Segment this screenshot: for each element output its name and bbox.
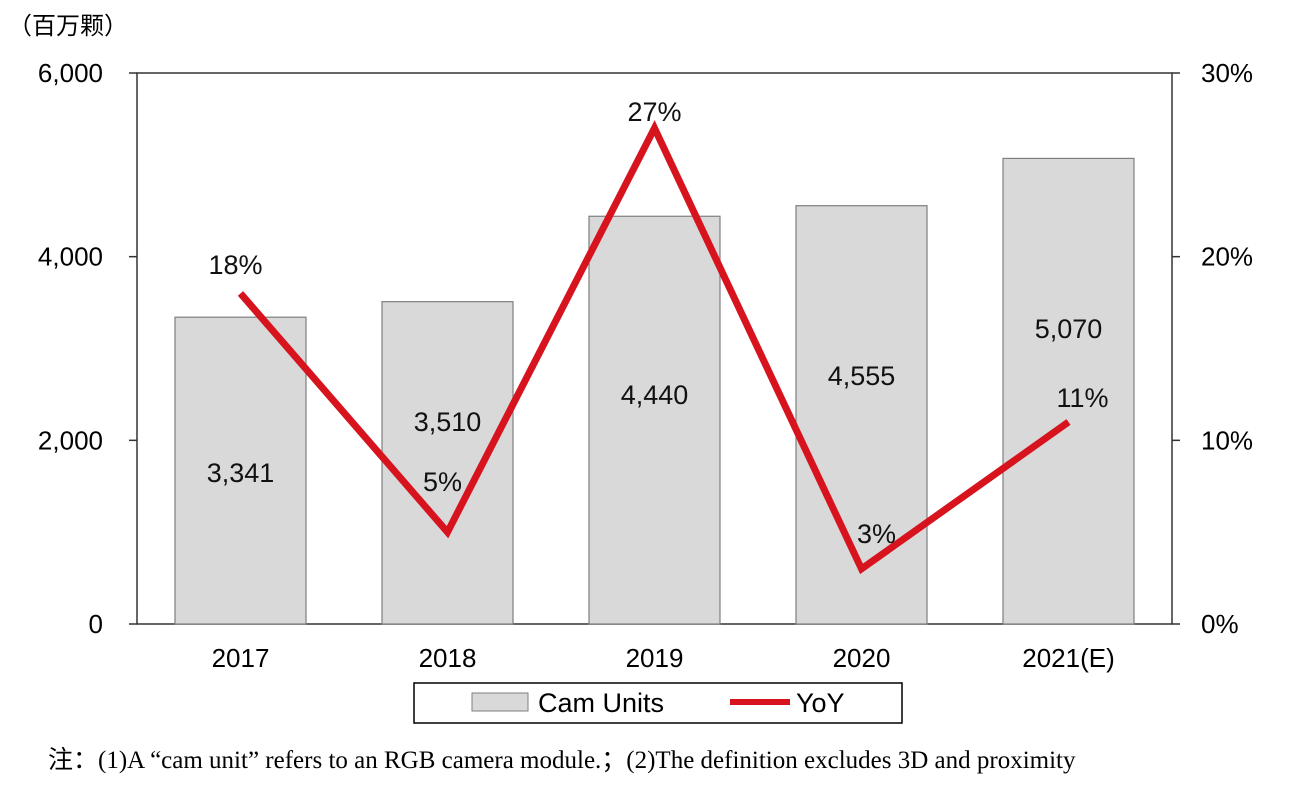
yoy-value-label: 11% [1056,383,1108,413]
y-left-tick-label: 2,000 [38,425,103,455]
yoy-value-label: 3% [857,519,896,549]
legend: Cam Units YoY [413,682,903,724]
y-right-tick-label: 0% [1201,609,1239,639]
legend-label-cam-units: Cam Units [538,688,664,718]
bar-cam-units-2018 [381,301,514,625]
x-category-label: 2020 [833,643,891,673]
yoy-value-label: 5% [423,467,462,497]
y-right-tick-label: 20% [1201,242,1253,272]
y-right-tick-label: 30% [1201,58,1253,88]
bar-cam-units-2021e [1002,157,1135,625]
plot-area: 0 2,000 4,000 6,000 0% 10% 20% 30% 2017 2018 2019 2… [38,58,1253,673]
chart: （百万颗） 0 2,000 4,000 6,000 0% 10% 20% 30% 2017 201… [8,12,1253,724]
yoy-value-label: 18% [208,250,262,280]
y-unit-label: （百万颗） [8,12,128,40]
x-category-label: 2021(E) [1022,643,1115,673]
x-category-label: 2018 [419,643,477,673]
bar-value-label: 3,341 [207,458,275,488]
y-left-tick-label: 6,000 [38,58,103,88]
yoy-value-label: 27% [627,97,681,127]
x-category-label: 2017 [212,643,270,673]
footnote: 注：(1)A “cam unit” refers to an RGB camer… [48,747,1076,774]
bar-value-label: 4,555 [828,361,896,391]
x-category-label: 2019 [626,643,684,673]
bar-value-label: 3,510 [414,407,482,437]
y-right-tick-label: 10% [1201,425,1253,455]
y-left-tick-label: 0 [89,609,103,639]
legend-swatch-bar [471,692,529,712]
bar-cam-units-2017 [174,316,307,625]
bar-cam-units-2020 [795,205,928,625]
bar-value-label: 4,440 [621,380,689,410]
bar-cam-units-2019 [588,215,721,625]
legend-label-yoy: YoY [796,688,845,718]
bar-value-label: 5,070 [1035,314,1103,344]
y-left-tick-label: 4,000 [38,242,103,272]
